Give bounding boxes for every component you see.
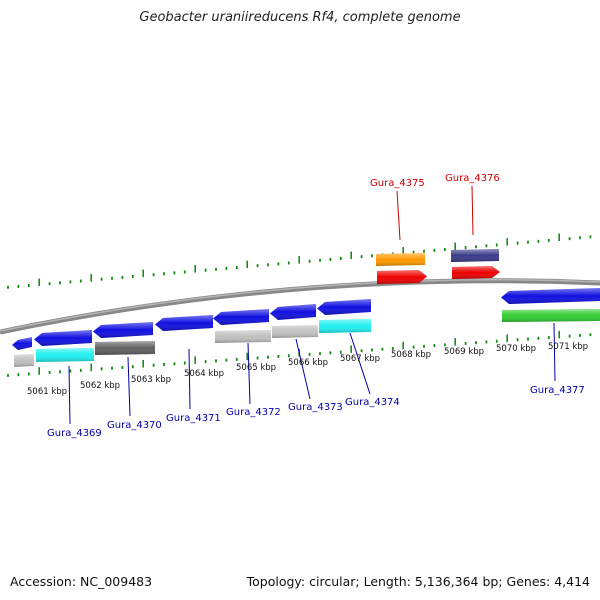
gene-d-shading xyxy=(155,315,213,331)
leader-line xyxy=(349,332,371,395)
kbp-label: 5062 kbp xyxy=(80,381,120,391)
gene-label-gura-4369[interactable]: Gura_4369 xyxy=(47,428,102,439)
navy-gene-shading xyxy=(451,249,499,262)
leader-line xyxy=(295,338,311,400)
gene-h-shading xyxy=(501,288,600,304)
kbp-label: 5066 kbp xyxy=(288,358,328,368)
gene-label-gura-4373[interactable]: Gura_4373 xyxy=(288,402,343,413)
kbp-label: 5069 kbp xyxy=(444,347,484,357)
feature-track xyxy=(12,249,600,367)
genome-backbone xyxy=(0,278,600,335)
kbp-label: 5064 kbp xyxy=(184,369,224,379)
kbp-label: 5061 kbp xyxy=(27,387,67,397)
gene-g-shading xyxy=(317,299,371,315)
gene-label-gura-4376[interactable]: Gura_4376 xyxy=(445,173,500,184)
cds-4-shading xyxy=(215,330,271,343)
gene-a-shading xyxy=(12,337,32,350)
cds-5-shading xyxy=(272,325,318,338)
map-title: Geobacter uraniireducens Rf4, complete g… xyxy=(139,10,461,25)
red-gene-1-shading xyxy=(377,270,427,284)
leader-line xyxy=(471,185,474,236)
upper-tick-track xyxy=(7,233,592,289)
kbp-label: 5067 kbp xyxy=(340,354,380,364)
gene-label-gura-4374[interactable]: Gura_4374 xyxy=(345,397,400,408)
lower-tick-track xyxy=(7,330,592,377)
leader-line xyxy=(188,348,191,410)
cds-6-shading xyxy=(319,319,371,333)
gene-labels: Gura_4369 Gura_4370 Gura_4371 Gura_4372 … xyxy=(47,173,585,439)
gene-label-gura-4377[interactable]: Gura_4377 xyxy=(530,385,585,396)
kbp-label: 5071 kbp xyxy=(548,342,588,352)
cds-1-shading xyxy=(14,354,34,367)
leader-line xyxy=(127,356,131,417)
kbp-scale: 5061 kbp 5062 kbp 5063 kbp 5064 kbp 5065… xyxy=(27,342,588,397)
kbp-label: 5068 kbp xyxy=(391,350,431,360)
accession-text: Accession: NC_009483 xyxy=(10,574,153,589)
gene-f-shading xyxy=(270,304,316,320)
gene-b-shading xyxy=(34,330,92,346)
orange-gene-shading xyxy=(376,253,425,266)
gene-e-shading xyxy=(213,309,269,325)
gene-label-gura-4372[interactable]: Gura_4372 xyxy=(226,407,281,418)
leader-line xyxy=(553,322,556,382)
leader-line xyxy=(247,342,251,405)
topology-text: Topology: circular; Length: 5,136,364 bp… xyxy=(246,574,590,589)
cds-3-shading xyxy=(95,341,155,355)
gene-label-gura-4371[interactable]: Gura_4371 xyxy=(166,413,221,424)
gene-label-gura-4370[interactable]: Gura_4370 xyxy=(107,420,162,431)
cds-2-shading xyxy=(36,348,94,362)
kbp-label: 5065 kbp xyxy=(236,363,276,373)
kbp-label: 5070 kbp xyxy=(496,344,536,354)
gene-c-shading xyxy=(93,322,153,338)
kbp-label: 5063 kbp xyxy=(131,375,171,385)
green-gene-shading xyxy=(502,309,600,322)
leader-line xyxy=(68,365,71,425)
label-leader-lines xyxy=(68,185,556,425)
leader-line xyxy=(396,190,401,241)
red-gene-2-shading xyxy=(452,266,500,279)
gene-label-gura-4375[interactable]: Gura_4375 xyxy=(370,178,425,189)
